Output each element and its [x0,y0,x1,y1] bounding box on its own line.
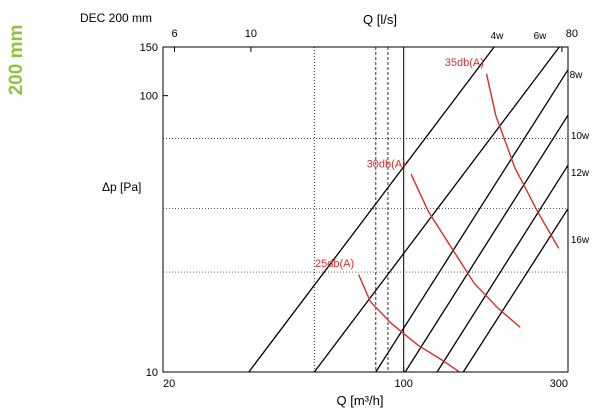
series-line-4w [248,47,495,372]
x-tick-label: 20 [163,378,175,390]
chart-title: DEC 200 mm [80,11,152,25]
top-tick-label: 6 [171,28,177,40]
noise-curve-25db(A) [358,274,460,372]
y-tick-label: 100 [140,91,158,103]
series-line-6w [313,47,560,372]
series-label-6w: 6w [534,31,548,42]
top-tick-label: 10 [245,28,257,40]
x-tick-label: 100 [395,378,413,390]
noise-label: 30db(A) [367,158,406,170]
series-line-8w [375,69,568,372]
fan-curves [248,47,568,372]
top-axis-label: Q [l/s] [363,12,397,27]
series-label-12w: 12w [571,168,590,179]
noise-label: 35db(A) [445,57,484,69]
series-line-16w [462,208,568,372]
plot-frame [162,46,569,373]
grid-lines [163,47,568,372]
series-label-8w: 8w [570,70,584,81]
y-tick-label: 10 [146,367,158,379]
y-tick-label: 150 [140,42,158,54]
x-tick-label: 300 [550,378,568,390]
y-axis-label: Δp [Pa] [102,180,141,194]
noise-labels: 35db(A) 30db(A) 25db(A) [315,57,484,270]
series-line-12w [436,164,568,372]
x-axis-label: Q [m³/h] [337,393,384,408]
series-line-10w [404,114,568,372]
noise-label: 25db(A) [315,258,354,270]
axes: 10 100 150 20 100 300 6 10 80 [140,28,578,390]
series-label-10w: 10w [571,131,590,142]
series-labels: 4w 6w 8w 10w 12w 16w [491,31,590,246]
top-tick-label: 80 [566,28,578,40]
series-label-16w: 16w [571,235,590,246]
series-label-4w: 4w [491,31,505,42]
noise-curve-30db(A) [410,173,521,328]
noise-curves [358,73,560,372]
noise-curve-35db(A) [485,73,560,249]
